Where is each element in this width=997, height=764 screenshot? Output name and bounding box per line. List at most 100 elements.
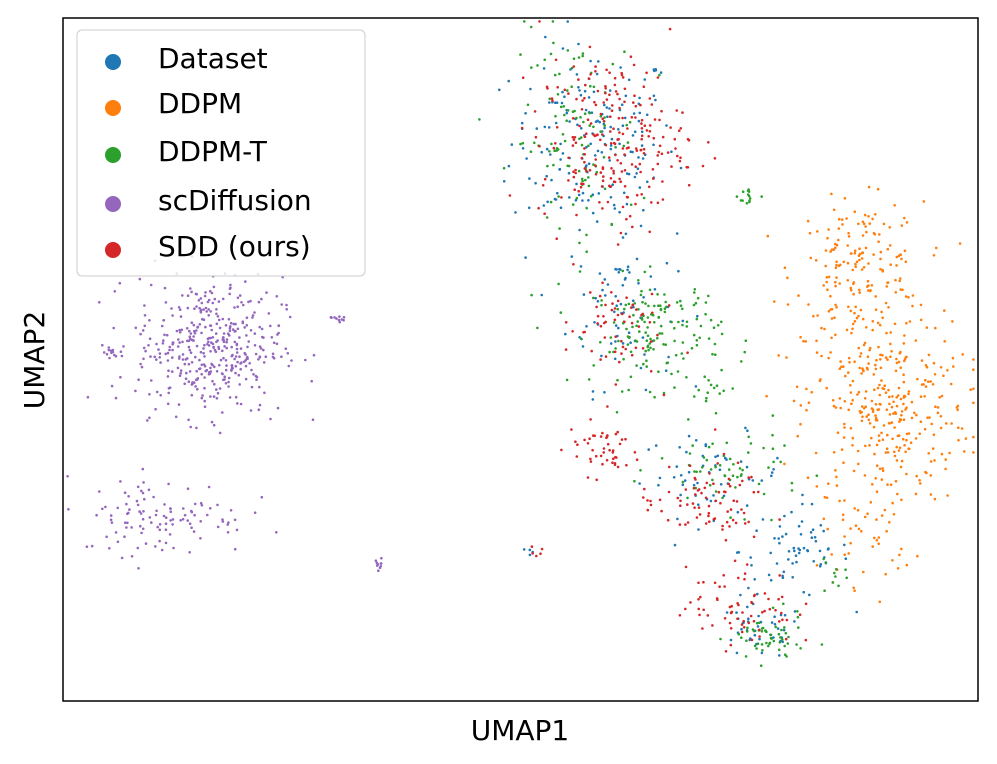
scatter-point [155,358,158,361]
scatter-point [681,111,684,114]
scatter-point [964,437,968,440]
scatter-point [747,520,750,524]
scatter-point [724,650,728,653]
scatter-point [207,344,211,347]
scatter-point [617,116,621,120]
scatter-point [648,130,652,133]
scatter-point [649,503,653,507]
scatter-point [188,551,191,554]
scatter-point [653,118,657,121]
scatter-point [886,483,889,486]
scatter-point [189,332,193,335]
scatter-point [572,170,575,173]
scatter-point [621,269,625,273]
scatter-point [857,462,860,466]
scatter-point [871,545,874,548]
scatter-point [693,506,696,510]
scatter-point [249,329,253,332]
scatter-point [652,94,656,98]
scatter-point [776,456,779,460]
scatter-point [575,97,578,101]
scatter-point [926,416,929,420]
scatter-point [905,432,909,436]
scatter-point [622,191,626,195]
scatter-point [729,643,733,647]
scatter-point [792,399,796,403]
scatter-point [804,602,808,606]
scatter-point [259,347,263,350]
scatter-point [171,314,174,317]
scatter-point [209,370,213,373]
scatter-point [852,469,856,473]
scatter-point [933,497,937,501]
scatter-point [217,300,221,303]
scatter-point [621,132,625,136]
scatter-point [878,233,881,236]
scatter-point [618,106,621,110]
scatter-point [583,96,586,100]
scatter-point [123,491,127,495]
scatter-point [735,500,739,503]
scatter-point [633,302,637,305]
scatter-point [130,526,133,529]
scatter-point [162,339,165,342]
scatter-point [166,375,170,378]
scatter-point [599,115,603,118]
scatter-point [624,437,627,441]
scatter-point [577,56,581,59]
scatter-point [221,411,224,414]
scatter-point [181,517,185,521]
scatter-point [693,291,696,294]
scatter-point [166,402,170,406]
scatter-point [707,511,711,515]
scatter-point [583,89,587,93]
scatter-point [612,141,616,145]
scatter-point [585,132,588,135]
scatter-point [727,468,731,471]
scatter-point [155,342,158,346]
scatter-point [786,276,789,280]
scatter-point [612,457,615,461]
scatter-point [147,344,150,347]
scatter-point [233,518,237,522]
scatter-point [116,540,120,544]
scatter-point [592,90,596,94]
scatter-point [510,143,514,146]
scatter-point [611,62,615,66]
scatter-point [615,304,618,308]
scatter-point [895,396,898,399]
scatter-point [592,163,595,166]
scatter-point [837,217,841,221]
scatter-point [742,626,746,629]
scatter-point [190,509,193,513]
scatter-point [134,389,137,393]
scatter-point [125,526,128,529]
scatter-point [608,350,611,354]
scatter-point [552,41,555,45]
scatter-point [631,134,635,137]
scatter-point [830,317,834,320]
scatter-point [972,401,975,405]
scatter-point [902,373,905,377]
scatter-point [835,484,839,487]
scatter-point [570,66,574,70]
scatter-point [878,393,882,397]
scatter-point [735,651,739,655]
scatter-point [867,362,870,365]
scatter-point [742,619,745,623]
scatter-point [221,338,225,341]
scatter-point [613,463,617,467]
scatter-point [238,355,241,359]
scatter-point [661,135,665,139]
scatter-point [157,348,160,351]
scatter-point [748,197,752,200]
scatter-point [575,455,579,458]
scatter-point [66,475,69,478]
scatter-point [620,73,624,77]
scatter-point [591,448,594,452]
scatter-point [857,390,861,394]
scatter-point [250,368,253,372]
scatter-point [677,129,681,132]
scatter-point [849,252,853,255]
scatter-point [149,355,152,358]
